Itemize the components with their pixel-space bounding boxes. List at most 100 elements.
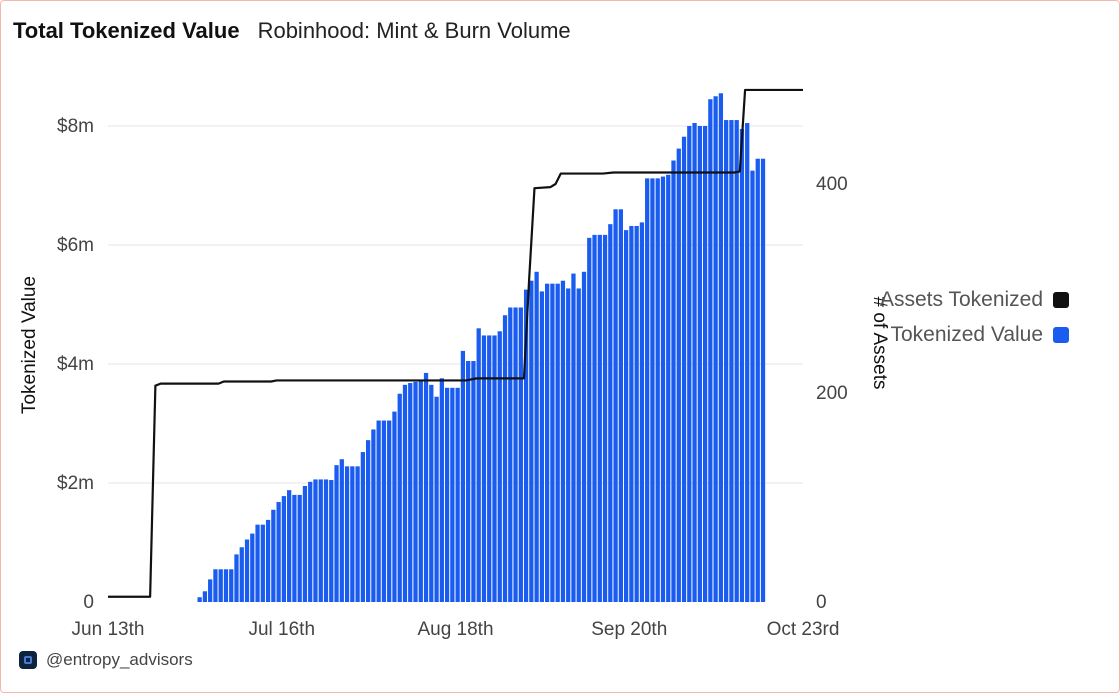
tokenized-value-bar [576,288,581,602]
y2-axis-ticks: 0 200 400 [816,174,848,613]
tokenized-value-bar [613,209,618,603]
tokenized-value-bar [560,280,566,602]
tokenized-value-bar [365,440,371,602]
legend-item-assets-tokenized[interactable]: Assets Tokenized [880,282,1070,317]
tokenized-value-bar [545,283,550,602]
tokenized-value-bars [197,93,766,603]
y2-tick-label: 200 [816,383,848,404]
tokenized-value-bar [239,547,244,602]
tokenized-value-bar [687,126,692,602]
tokenized-value-bar [402,384,408,602]
tokenized-value-bar [755,158,760,602]
tokenized-value-bar [539,291,545,602]
tokenized-value-bar [581,271,587,602]
x-axis-ticks: Jun 13th Jul 16th Aug 18th Sep 20th Oct 23rd [72,619,840,640]
tokenized-value-bar [450,387,455,602]
tokenized-value-bar [692,123,697,603]
tokenized-value-bar [634,225,639,602]
tokenized-value-bar [529,280,534,602]
tokenized-value-bar [234,554,239,602]
tokenized-value-bar [318,479,323,602]
tokenized-value-bar [476,328,481,602]
tokenized-value-bar [355,466,360,602]
tokenized-value-bar [655,178,660,603]
tokenized-value-bar [460,350,466,602]
y-axis-ticks: 0 $2m $4m $6m $8m [57,116,94,613]
tokenized-value-bar [429,384,434,602]
x-tick-label: Aug 18th [417,619,493,640]
assets-tokenized-line [108,88,803,598]
tokenized-value-bar [729,120,734,603]
tokenized-value-bar [708,99,713,602]
tokenized-value-bar [645,178,650,603]
tokenized-value-bar [371,429,376,602]
entropy-logo-icon [19,651,37,669]
x-tick-label: Oct 23rd [767,619,840,640]
tokenized-value-bar [466,361,471,602]
tokenized-value-bar [329,480,334,602]
tokenized-value-bar [260,524,265,602]
x-tick-label: Jul 16th [248,619,315,640]
tokenized-value-bar [508,307,513,602]
legend: Assets Tokenized Tokenized Value [880,282,1070,352]
tokenized-value-bar [344,466,350,602]
tokenized-value-bar [760,158,766,602]
tokenized-value-bar [555,283,560,602]
tokenized-value-bar [487,335,492,602]
tokenized-value-bar [397,393,402,602]
tokenized-value-bar [408,383,413,602]
tokenized-value-bar [292,494,297,602]
tokenized-value-bar [702,126,708,602]
tokenized-value-bar [660,176,666,602]
legend-label: Assets Tokenized [880,287,1044,311]
y2-tick-label: 400 [816,174,848,195]
tokenized-value-bar [592,234,597,602]
tokenized-value-bar [724,120,729,603]
tokenized-value-bar [434,396,439,602]
tokenized-value-bar [276,502,281,602]
chart-tabs: Total Tokenized Value Robinhood: Mint & … [13,18,571,48]
tokenized-value-bar [618,209,623,603]
tokenized-value-bar [629,225,634,602]
tokenized-value-bar [455,387,460,602]
tokenized-value-bar [350,466,355,602]
tokenized-value-bar [271,509,276,602]
tab-total-tokenized-value[interactable]: Total Tokenized Value [13,18,240,43]
tokenized-value-bar [229,569,234,602]
y2-axis-title: # of Assets [869,297,890,390]
tokenized-value-bar [492,335,497,602]
tokenized-value-bar [745,123,750,603]
tokenized-value-bar [534,271,539,602]
tokenized-value-bar [302,485,308,602]
legend-swatch-black [1053,291,1070,308]
tokenized-value-bar [308,481,313,602]
tokenized-value-bar [313,479,318,602]
tokenized-value-bar [513,307,518,602]
legend-item-tokenized-value[interactable]: Tokenized Value [880,317,1070,352]
tokenized-value-bar [587,237,592,603]
tokenized-value-bar [255,524,260,602]
tokenized-value-bar [650,178,655,603]
tokenized-value-bar [639,222,645,602]
tokenized-value-bar [376,420,381,602]
tokenized-value-bar [281,496,287,602]
author-handle[interactable]: @entropy_advisors [46,650,193,669]
tokenized-value-bar [671,160,676,602]
tokenized-value-bar [471,361,476,602]
y2-tick-label: 0 [816,592,827,613]
tokenized-value-bar [413,381,418,602]
y-tick-label: 0 [83,592,94,613]
tokenized-value-bar [623,230,629,603]
tokenized-value-bar [718,93,724,603]
tokenized-value-bar [571,273,576,602]
tokenized-value-bar [218,569,223,602]
y-tick-label: $2m [57,473,94,494]
y-tick-label: $8m [57,116,94,137]
y-tick-label: $6m [57,235,94,256]
tokenized-value-bar [202,591,208,602]
tab-robinhood-mint-burn-volume[interactable]: Robinhood: Mint & Burn Volume [257,18,571,43]
footer: @entropy_advisors [19,650,193,670]
tokenized-value-bar [739,128,745,602]
tokenized-value-bar [387,420,392,602]
